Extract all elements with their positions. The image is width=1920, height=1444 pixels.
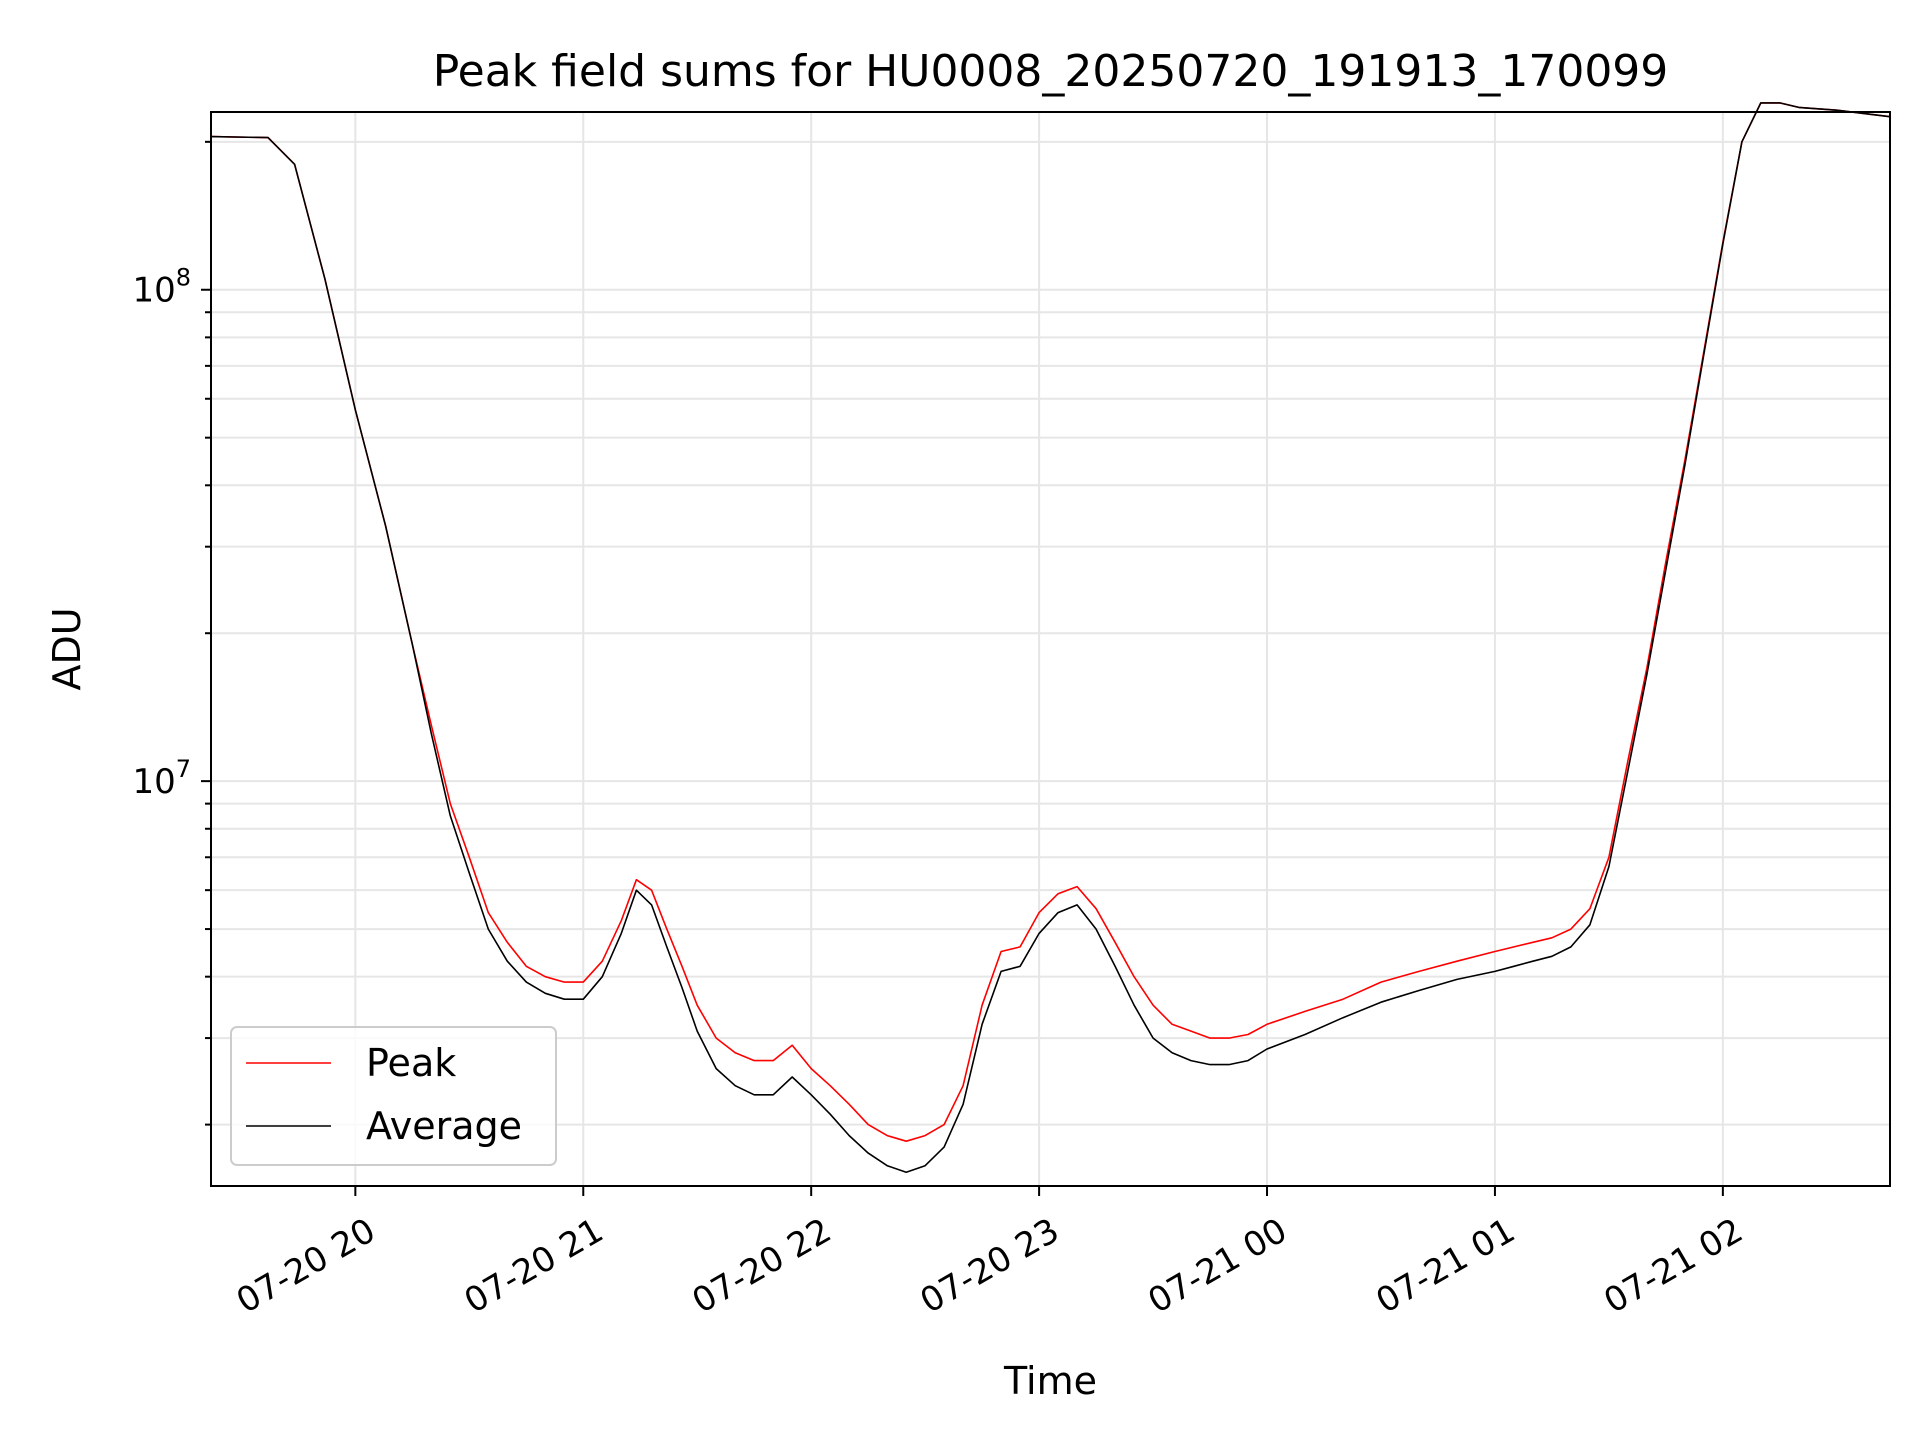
y-axis-ticks: 107 108 (132, 140, 211, 1126)
series-line-peak (210, 102, 1891, 1142)
y-tick-label: 108 (132, 264, 191, 311)
y-tick-label: 107 (132, 755, 191, 802)
chart-title: Peak field sums for HU0008_20250720_1919… (433, 46, 1669, 97)
x-axis-title: Time (1003, 1359, 1097, 1403)
y-axis-title: ADU (45, 607, 89, 690)
legend-label-average: Average (366, 1104, 522, 1148)
series-line-average (210, 102, 1891, 1173)
legend-label-peak: Peak (366, 1041, 456, 1085)
series-lines (210, 102, 1891, 1173)
plot-frame (210, 111, 1891, 1187)
grid (211, 112, 1890, 1186)
legend: Peak Average (230, 1026, 557, 1166)
legend-box (230, 1026, 557, 1166)
